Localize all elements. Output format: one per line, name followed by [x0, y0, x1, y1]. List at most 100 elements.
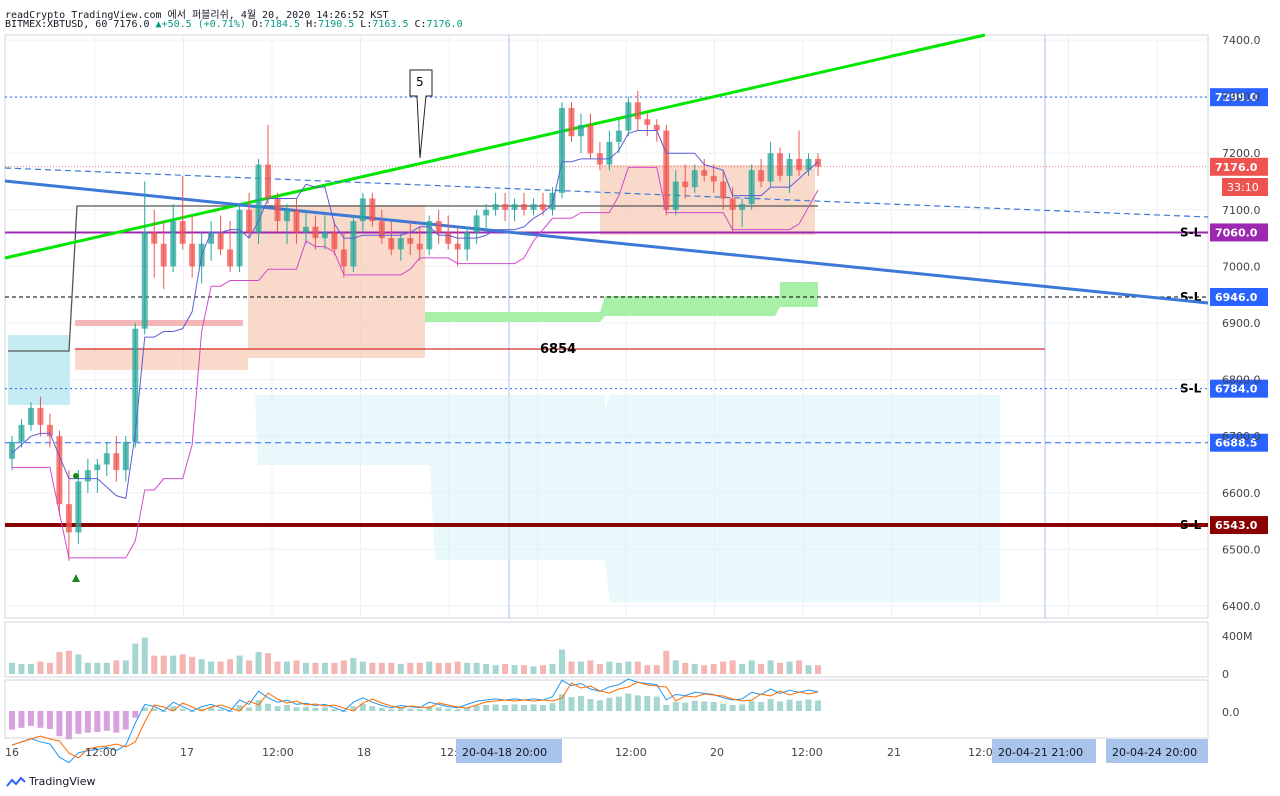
macd-bar	[132, 711, 139, 718]
volume-bar	[786, 661, 793, 674]
volume-bar	[359, 661, 366, 674]
macd-bar	[94, 711, 101, 732]
volume-bar	[274, 661, 281, 674]
volume-bar	[777, 662, 784, 674]
candle-body	[805, 158, 812, 171]
macd-bar	[27, 711, 34, 726]
volume-bar	[302, 662, 309, 674]
candle-body	[625, 102, 632, 131]
time-highlight-bg	[456, 739, 562, 763]
candle-body	[558, 107, 565, 193]
time-highlight-label: 20-04-18 20:00	[462, 746, 547, 759]
candle-body	[473, 215, 480, 233]
candle-body	[426, 221, 433, 250]
price-tick: 7300.0	[1222, 91, 1261, 104]
macd-bar	[767, 699, 774, 711]
price-label: 7176.0	[1215, 161, 1258, 174]
candle-body	[302, 226, 309, 233]
macd-bar	[359, 703, 366, 711]
candle-body	[691, 170, 698, 188]
macd-bar	[634, 695, 641, 711]
price-label: 6946.0	[1215, 291, 1258, 304]
macd-bar	[540, 705, 547, 711]
macd-bar	[577, 696, 584, 711]
volume-bar	[103, 662, 110, 674]
time-highlight-bg	[992, 739, 1096, 763]
macd-axis-label: 0.0	[1222, 706, 1240, 719]
conversion-line	[11, 130, 819, 500]
callout-5	[409, 69, 433, 159]
candle-body	[255, 164, 262, 233]
macd-bar	[312, 708, 319, 711]
macd-bar	[653, 696, 660, 711]
volume-bar	[141, 637, 148, 674]
volume-bar	[568, 661, 575, 674]
macd-bar	[464, 707, 471, 711]
macd-bar	[217, 709, 224, 711]
candle-body	[748, 170, 755, 205]
macd-bar	[113, 711, 120, 733]
candle-body	[568, 107, 575, 137]
macd-bar	[483, 705, 490, 711]
candle-body	[189, 243, 196, 267]
volume-bar	[558, 649, 565, 674]
price-tick: 7100.0	[1222, 204, 1261, 217]
macd-bar	[691, 700, 698, 711]
candle-body	[141, 232, 148, 329]
volume-bar	[606, 661, 613, 674]
macd-bar	[179, 708, 186, 711]
countdown-bg	[1222, 178, 1268, 196]
price-change: ▲+50.5 (+0.71%)	[155, 19, 246, 30]
candle-body	[388, 238, 395, 250]
tradingview-logo[interactable]: TradingView	[6, 775, 95, 788]
volume-bar	[435, 662, 442, 674]
volume-bar	[18, 664, 25, 674]
candle-body	[720, 181, 727, 199]
candle-body	[777, 153, 784, 176]
volume-bar	[170, 655, 177, 674]
volume-bar	[397, 664, 404, 674]
candle-body	[265, 164, 272, 199]
macd-bar	[265, 703, 272, 711]
red-zone	[75, 320, 243, 326]
sl-tag: S-L	[1180, 518, 1202, 532]
volume-bar	[113, 660, 120, 674]
candle-body	[151, 232, 158, 244]
candle-body	[350, 221, 357, 267]
macd-bar	[786, 699, 793, 711]
candle-body	[729, 198, 736, 210]
macd-line	[11, 678, 819, 764]
candle-body	[274, 198, 281, 222]
volume-bar	[663, 650, 670, 674]
volume-bar	[312, 662, 319, 674]
volume-bar	[492, 665, 499, 674]
symbol-label[interactable]: BITMEX:XBTUSD, 60	[5, 19, 108, 30]
macd-bar	[65, 711, 72, 740]
candle-body	[369, 198, 376, 222]
candle-body	[340, 249, 347, 267]
candle-body	[454, 243, 461, 250]
macd-bar	[805, 699, 812, 711]
candle-body	[435, 221, 442, 233]
volume-bar	[729, 660, 736, 674]
volume-bar	[473, 662, 480, 674]
price-tick: 7000.0	[1222, 260, 1261, 273]
time-tick: 12:00	[968, 746, 1000, 759]
macd-bar	[587, 699, 594, 711]
volume-bar	[198, 659, 205, 674]
volume-bar	[378, 662, 385, 674]
volume-bar	[530, 666, 537, 674]
volume-bar	[682, 662, 689, 674]
sl-tag: S-L	[1180, 225, 1202, 239]
buy-arrow	[72, 574, 80, 582]
macd-bar	[46, 711, 53, 729]
macd-bar	[596, 700, 603, 711]
volume-bar	[56, 652, 63, 674]
macd-bar	[397, 708, 404, 711]
blue-trendline	[4, 179, 1209, 305]
candle-body	[767, 153, 774, 182]
candle-body	[815, 158, 821, 167]
volume-bar	[596, 664, 603, 674]
time-tick: 12:00	[791, 746, 823, 759]
